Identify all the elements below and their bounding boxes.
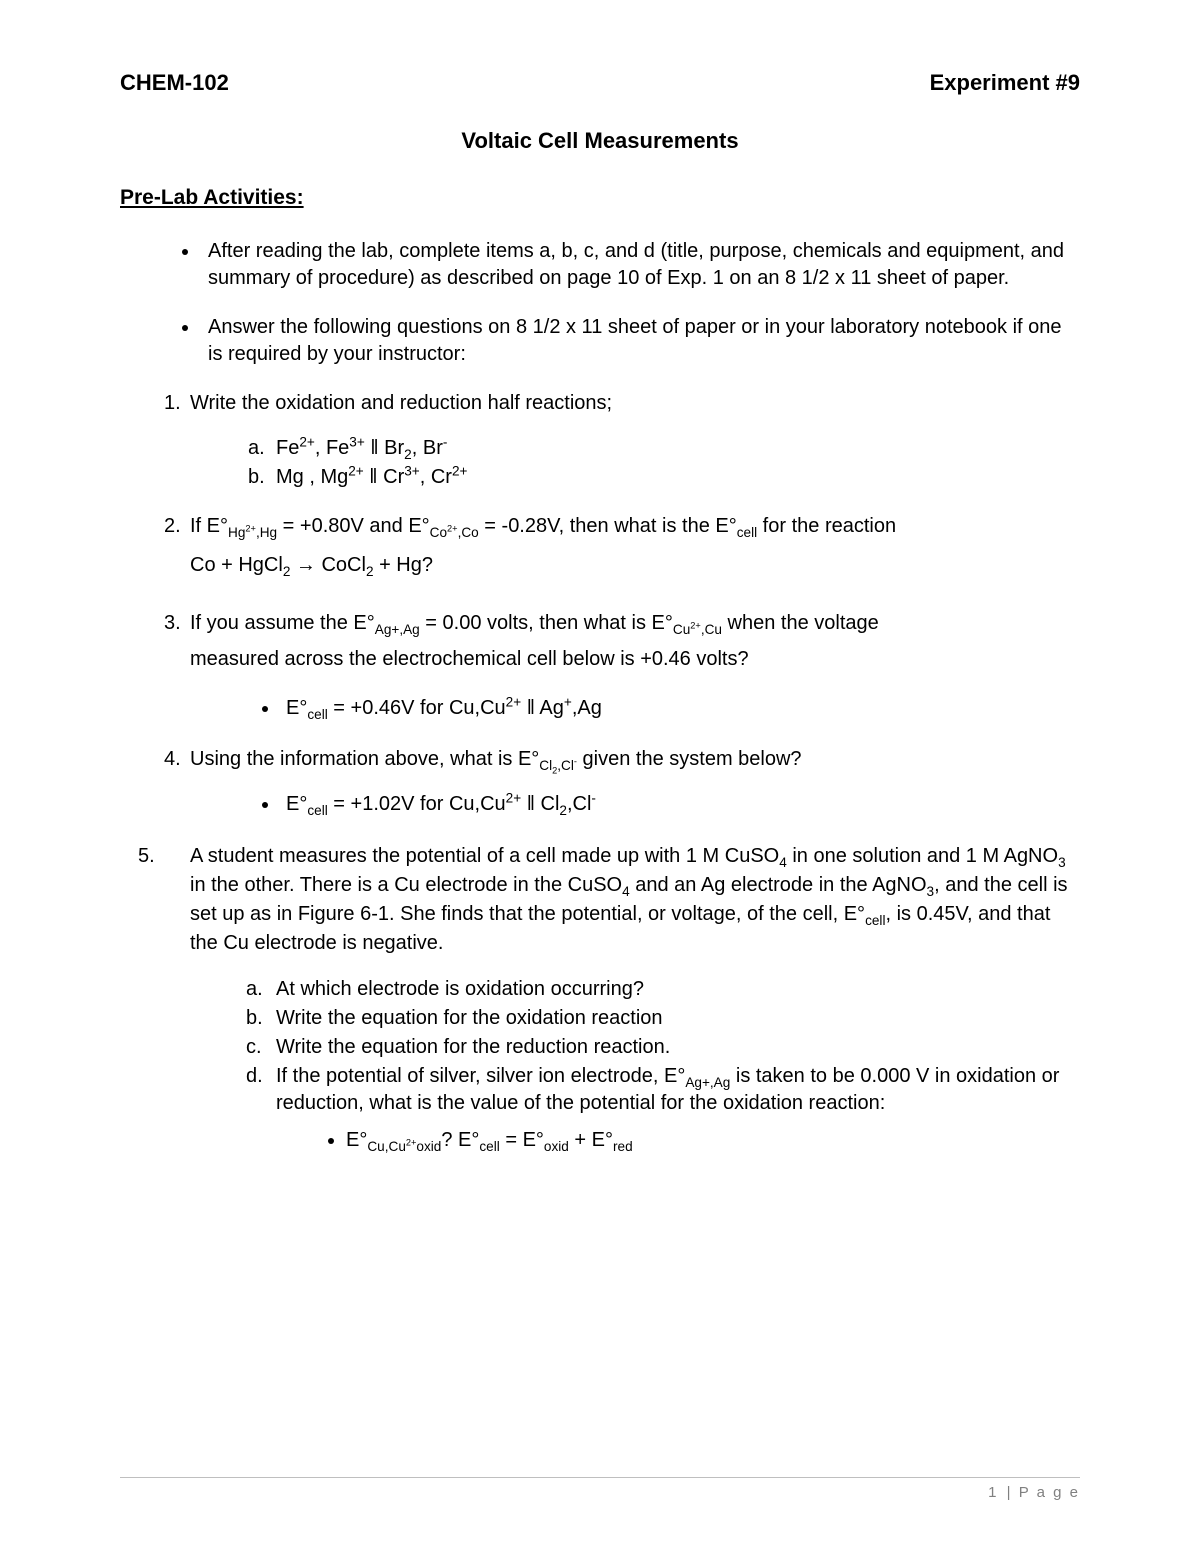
- document-title: Voltaic Cell Measurements: [120, 128, 1080, 154]
- q5b-label: b.: [246, 1005, 276, 1032]
- course-code: CHEM-102: [120, 70, 229, 96]
- q5c-label: c.: [246, 1034, 276, 1061]
- q5-number: 5.: [164, 842, 190, 871]
- q1a-label: a.: [248, 435, 276, 462]
- q1b-text: Mg , Mg2+ ‖ Cr3+, Cr2+: [276, 466, 467, 488]
- section-heading: Pre-Lab Activities:: [120, 186, 1080, 210]
- q2-number: 2.: [164, 513, 190, 540]
- q1b-label: b.: [248, 464, 276, 491]
- q5b-text: Write the equation for the oxidation rea…: [276, 1007, 663, 1029]
- q1-subitems: a.Fe2+, Fe3+ ‖ Br2, Br- b.Mg , Mg2+ ‖ Cr…: [120, 435, 1080, 491]
- page-footer: 1 | P a g e: [120, 1477, 1080, 1501]
- intro-bullets: After reading the lab, complete items a,…: [120, 238, 1080, 368]
- page-label: P a g e: [1019, 1484, 1080, 1501]
- q5a-text: At which electrode is oxidation occurrin…: [276, 978, 644, 1000]
- q5d-text: If the potential of silver, silver ion e…: [276, 1065, 1059, 1114]
- q1a-text: Fe2+, Fe3+ ‖ Br2, Br-: [276, 437, 447, 459]
- page-header: CHEM-102 Experiment #9: [120, 70, 1080, 96]
- question-1: 1.Write the oxidation and reduction half…: [120, 390, 1080, 417]
- q3-number: 3.: [164, 605, 190, 641]
- q4-bullet: E°cell = +1.02V for Cu,Cu2+ ‖ Cl2,Cl-: [120, 791, 1080, 818]
- q1-number: 1.: [164, 390, 190, 417]
- q5a-label: a.: [246, 976, 276, 1003]
- q3-bullet: E°cell = +0.46V for Cu,Cu2+ ‖ Ag+,Ag: [120, 695, 1080, 722]
- q4-number: 4.: [164, 746, 190, 773]
- q5d-bullet: E°Cu,Cu2+oxid? E°cell = E°oxid + E°red: [120, 1127, 1080, 1154]
- q5-subitems: a.At which electrode is oxidation occurr…: [120, 976, 1080, 1117]
- q4-text: Using the information above, what is E°C…: [190, 748, 802, 770]
- q3-bullet-item: E°cell = +0.46V for Cu,Cu2+ ‖ Ag+,Ag: [280, 695, 1080, 722]
- question-2: 2.If E°Hg2+,Hg = +0.80V and E°Co2+,Co = …: [120, 513, 1080, 579]
- q2-equation: Co + HgCl2 → CoCl2 + Hg?: [164, 552, 1080, 579]
- page: CHEM-102 Experiment #9 Voltaic Cell Meas…: [0, 0, 1200, 1553]
- q1-text: Write the oxidation and reduction half r…: [190, 392, 612, 414]
- q3-line2: measured across the electrochemical cell…: [164, 641, 1080, 677]
- intro-bullet-1: After reading the lab, complete items a,…: [200, 238, 1080, 292]
- q5d-bullet-item: E°Cu,Cu2+oxid? E°cell = E°oxid + E°red: [346, 1127, 1080, 1154]
- question-3: 3.If you assume the E°Ag+,Ag = 0.00 volt…: [120, 605, 1080, 677]
- q5-para: A student measures the potential of a ce…: [190, 845, 1068, 954]
- q5d-label: d.: [246, 1063, 276, 1090]
- q4-bullet-item: E°cell = +1.02V for Cu,Cu2+ ‖ Cl2,Cl-: [280, 791, 1080, 818]
- q2-text: If E°Hg2+,Hg = +0.80V and E°Co2+,Co = -0…: [190, 515, 896, 537]
- page-number: 1: [988, 1484, 996, 1501]
- question-5: 5.A student measures the potential of a …: [120, 842, 1080, 958]
- experiment-number: Experiment #9: [930, 70, 1080, 96]
- question-4: 4.Using the information above, what is E…: [120, 746, 1080, 773]
- q3-line1: If you assume the E°Ag+,Ag = 0.00 volts,…: [190, 612, 879, 634]
- q5c-text: Write the equation for the reduction rea…: [276, 1036, 670, 1058]
- intro-bullet-2: Answer the following questions on 8 1/2 …: [200, 314, 1080, 368]
